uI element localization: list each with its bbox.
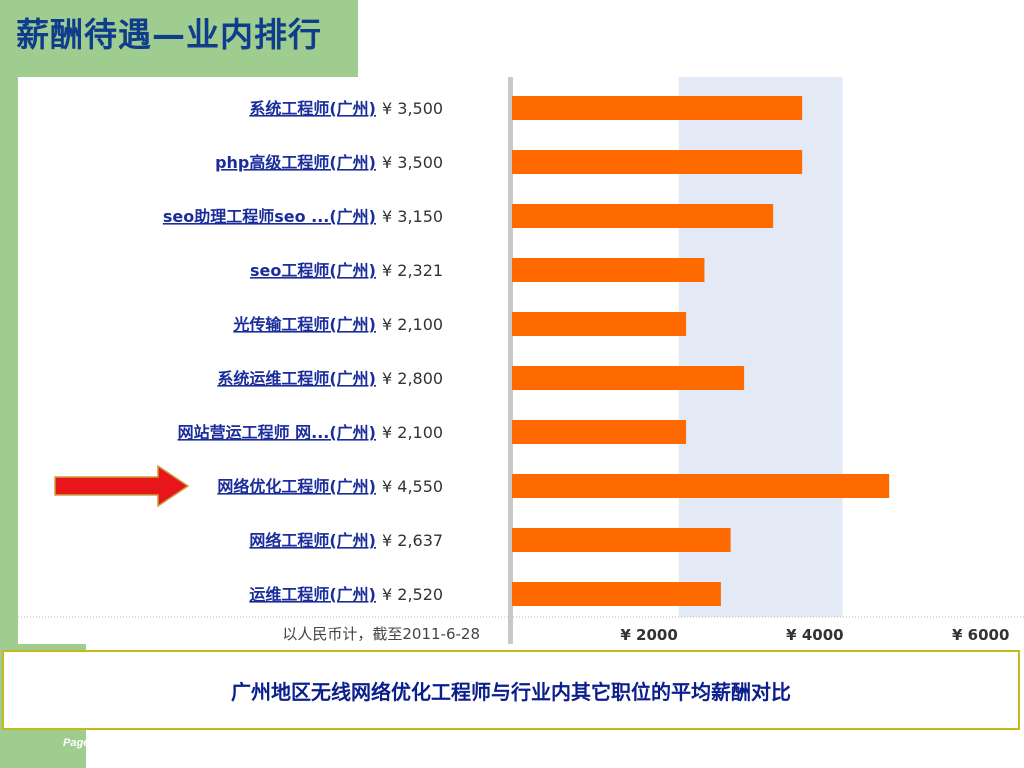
category-label: seo工程师(广州) [250,261,376,280]
category-label: 光传输工程师(广州) [232,315,376,334]
chart-caption: 广州地区无线网络优化工程师与行业内其它职位的平均薪酬对比 [231,679,791,704]
bar [512,366,745,390]
category-label: 网站营运工程师 网...(广州) [178,423,376,442]
x-tick-label: ¥ 2000 [620,626,677,644]
bar [512,582,721,606]
value-label: ¥ 2,520 [382,585,443,604]
salary-bar-chart: 系统工程师(广州) ¥ 3,500 php高级工程师(广州) ¥ 3,500 seo助理… [18,77,1024,644]
bar [512,258,705,282]
value-label: ¥ 2,637 [382,531,443,550]
page-label: Page [63,737,90,749]
chart-panel: 系统工程师(广州) ¥ 3,500 php高级工程师(广州) ¥ 3,500 seo助理… [18,77,1024,644]
value-label: ¥ 3,500 [382,99,443,118]
currency-note: 以人民币计，截至2011-6-28 [282,625,480,643]
x-tick-label: ¥ 4000 [786,626,843,644]
value-label: ¥ 2,100 [382,315,443,334]
highlight-arrow-icon [54,464,190,508]
y-axis-line [508,77,513,644]
category-label: php高级工程师(广州) [215,153,376,172]
bar [512,474,890,498]
bar [512,150,803,174]
value-label: ¥ 2,100 [382,423,443,442]
page-separator: · [92,737,97,749]
bar [512,204,774,228]
category-label: 网络工程师(广州) [249,531,376,550]
page-number: 6 [99,737,106,749]
category-label: 运维工程师(广州) [249,585,376,604]
bar [512,96,803,120]
category-label: 系统运维工程师(广州) [217,369,376,388]
green-header-block [0,0,358,77]
x-tick-label: ¥ 6000 [952,626,1009,644]
value-label: ¥ 3,150 [382,207,443,226]
bar [512,420,687,444]
value-label: ¥ 2,800 [382,369,443,388]
value-label: ¥ 3,500 [382,153,443,172]
green-left-strip [0,77,18,768]
value-label: ¥ 2,321 [382,261,443,280]
category-label: seo助理工程师seo ...(广州) [163,207,376,226]
caption-box: 广州地区无线网络优化工程师与行业内其它职位的平均薪酬对比 [2,650,1020,730]
value-label: ¥ 4,550 [382,477,443,496]
bar [512,528,731,552]
slide-title: 薪酬待遇—业内排行 [16,15,322,54]
category-label: 网络优化工程师(广州) [217,477,376,496]
page-footer: Page · 6 [63,737,105,749]
bar [512,312,687,336]
category-label: 系统工程师(广州) [249,99,376,118]
